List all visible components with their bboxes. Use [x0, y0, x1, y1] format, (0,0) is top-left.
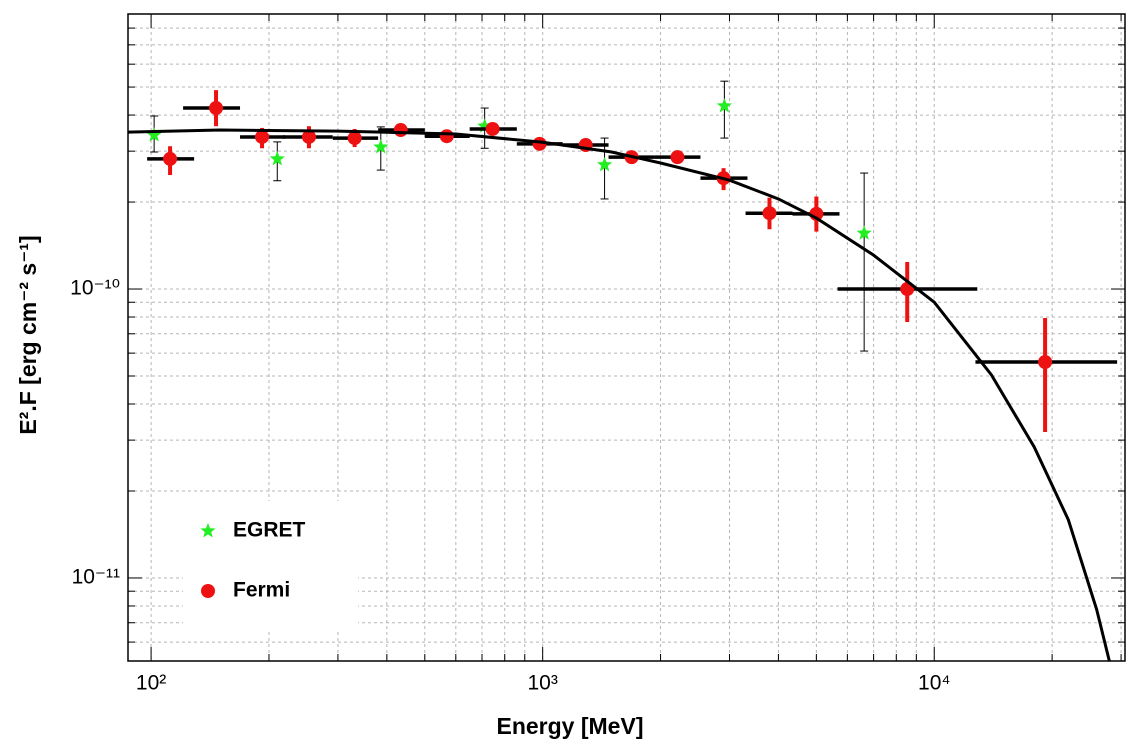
- point: [485, 121, 500, 136]
- legend: EGRET Fermi: [183, 501, 358, 631]
- point: [347, 131, 362, 146]
- plot-frame: [127, 13, 1126, 662]
- point: [596, 156, 613, 172]
- point: [670, 150, 685, 165]
- x-tick-label: 10³: [527, 672, 557, 695]
- point: [163, 151, 178, 166]
- x-axis-title: Energy [MeV]: [497, 713, 644, 739]
- legend-marker: [201, 584, 215, 598]
- model-curve: [128, 128, 1111, 661]
- grid: [128, 14, 1125, 661]
- point: [762, 206, 777, 221]
- plot-area: [128, 80, 1118, 661]
- point: [439, 129, 454, 144]
- point: [255, 129, 270, 144]
- x-tick-label: 10²: [136, 672, 166, 695]
- legend-label: EGRET: [233, 519, 306, 542]
- point: [477, 118, 493, 133]
- legend-box: [183, 501, 358, 631]
- point: [373, 139, 389, 154]
- y-tick-label: 10⁻¹¹: [72, 566, 120, 589]
- legend-marker: [200, 523, 216, 538]
- point: [1038, 355, 1053, 370]
- x-tick-label: 10⁴: [918, 672, 950, 695]
- point: [209, 101, 224, 116]
- point: [393, 123, 408, 138]
- point: [269, 150, 285, 166]
- y-axis-title: E².F [erg cm⁻² s⁻¹]: [15, 235, 41, 434]
- point: [301, 129, 316, 144]
- legend-label: Fermi: [233, 579, 290, 602]
- point: [146, 127, 162, 142]
- y-tick-label: 10⁻¹⁰: [70, 277, 120, 300]
- point: [716, 97, 732, 113]
- point: [856, 225, 872, 240]
